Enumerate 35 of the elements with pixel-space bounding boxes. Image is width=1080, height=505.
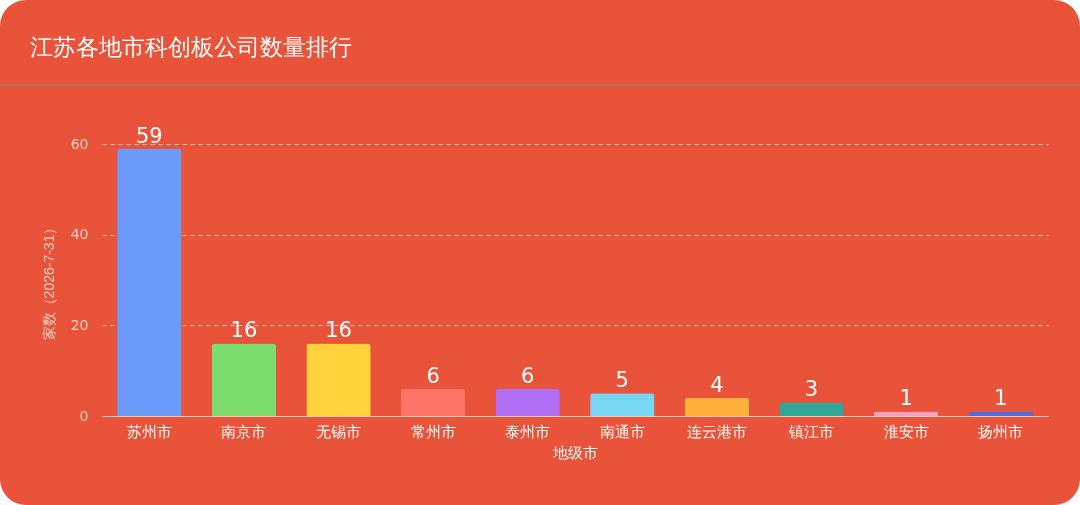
x-tick-label: 镇江市 xyxy=(788,422,834,441)
bar xyxy=(495,388,560,416)
x-tick-label: 连云港市 xyxy=(686,422,747,441)
y-tick-label: 0 xyxy=(79,407,89,424)
bar xyxy=(590,393,655,416)
x-tick-label: 南通市 xyxy=(599,422,645,441)
data-label: 16 xyxy=(230,318,258,343)
data-label: 1 xyxy=(994,386,1008,411)
data-label: 16 xyxy=(325,318,352,343)
y-tick-label: 60 xyxy=(70,135,89,152)
bar xyxy=(684,397,750,416)
y-axis-title: 家数（2026-7-31） xyxy=(40,220,57,341)
x-tick-label: 扬州市 xyxy=(978,422,1024,441)
y-tick-label: 20 xyxy=(70,316,89,333)
x-tick-label: 南京市 xyxy=(221,422,267,441)
x-tick-label: 淮安市 xyxy=(883,422,929,441)
data-label: 4 xyxy=(710,372,724,397)
x-tick-label: 常州市 xyxy=(410,422,456,441)
bar xyxy=(400,388,466,416)
bar xyxy=(306,343,371,416)
data-label: 1 xyxy=(899,386,913,411)
x-axis-title: 地级市 xyxy=(552,443,598,461)
data-label: 5 xyxy=(615,368,629,393)
bar xyxy=(779,402,844,416)
data-label: 6 xyxy=(521,363,535,388)
data-label: 6 xyxy=(426,363,440,388)
y-tick-label: 40 xyxy=(70,226,89,243)
chart-title: 江苏各地市科创板公司数量排行 xyxy=(30,33,352,62)
data-label: 59 xyxy=(135,123,163,148)
bar xyxy=(117,148,182,416)
x-tick-label: 无锡市 xyxy=(316,422,361,441)
x-tick-label: 泰州市 xyxy=(505,422,551,441)
bar xyxy=(211,343,277,416)
x-tick-label: 苏州市 xyxy=(126,422,172,441)
data-label: 3 xyxy=(804,377,819,402)
